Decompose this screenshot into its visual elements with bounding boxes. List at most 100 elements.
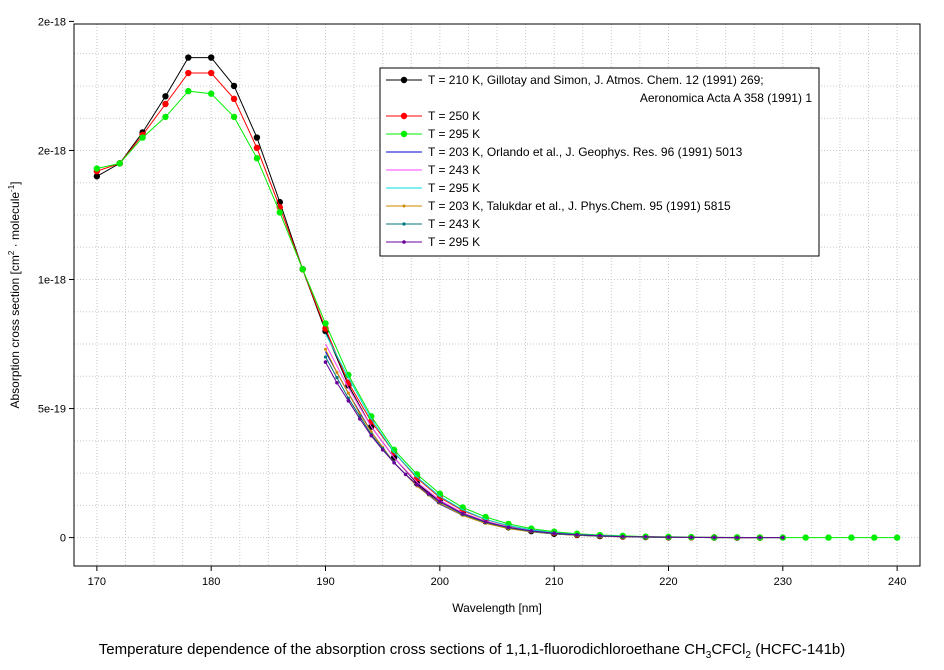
data-point bbox=[392, 460, 396, 465]
data-point bbox=[620, 534, 625, 539]
data-point bbox=[825, 534, 832, 541]
data-point bbox=[207, 69, 215, 77]
x-tick-label: 210 bbox=[545, 576, 563, 588]
data-point bbox=[871, 534, 878, 541]
x-tick-label: 170 bbox=[88, 576, 106, 588]
data-point bbox=[185, 69, 192, 77]
data-point bbox=[712, 535, 717, 540]
x-tick-label: 180 bbox=[202, 576, 220, 588]
legend-swatch-marker bbox=[402, 222, 406, 226]
data-point bbox=[848, 534, 855, 541]
legend-entry: T = 295 K bbox=[386, 127, 480, 141]
data-point bbox=[335, 380, 339, 385]
legend-entry: T = 210 K, Gillotay and Simon, J. Atmos.… bbox=[386, 73, 812, 105]
x-tick-label: 240 bbox=[888, 576, 906, 588]
data-point bbox=[335, 370, 339, 374]
legend-label: T = 295 K bbox=[428, 235, 480, 249]
data-point bbox=[346, 399, 351, 403]
plot-frame bbox=[73, 23, 921, 567]
legend-label: T = 295 K bbox=[428, 181, 480, 195]
data-point bbox=[643, 535, 648, 539]
data-point bbox=[460, 511, 465, 516]
data-point bbox=[403, 472, 408, 477]
legend-label: T = 295 K bbox=[428, 127, 480, 141]
legend-label: T = 203 K, Talukdar et al., J. Phys.Chem… bbox=[428, 199, 731, 213]
y-tick-label: 2e-18 bbox=[38, 16, 66, 28]
data-point bbox=[758, 535, 762, 540]
legend-swatch-marker bbox=[402, 204, 406, 208]
legend-label: T = 210 K, Gillotay and Simon, J. Atmos.… bbox=[428, 73, 764, 87]
data-point bbox=[185, 87, 192, 95]
data-point bbox=[735, 535, 739, 540]
data-point bbox=[802, 534, 809, 541]
data-point bbox=[207, 90, 215, 97]
data-point bbox=[230, 113, 238, 121]
data-point bbox=[116, 160, 123, 167]
legend-swatch-marker bbox=[400, 130, 408, 138]
legend: T = 210 K, Gillotay and Simon, J. Atmos.… bbox=[379, 67, 820, 257]
legend-label-continued: Aeronomica Acta A 358 (1991) 1 bbox=[640, 91, 812, 105]
x-tick-label: 230 bbox=[774, 576, 792, 588]
legend-swatch-marker bbox=[400, 112, 408, 120]
legend-entry: T = 250 K bbox=[386, 109, 480, 123]
data-point bbox=[299, 265, 306, 273]
data-point bbox=[380, 448, 385, 452]
data-point bbox=[162, 100, 169, 108]
x-axis-label: Wavelength [nm] bbox=[452, 601, 542, 615]
x-tick-label: 220 bbox=[659, 576, 677, 588]
data-point bbox=[415, 482, 419, 487]
data-point bbox=[93, 173, 101, 180]
data-point bbox=[483, 520, 488, 524]
y-tick-label: 5e-19 bbox=[38, 404, 66, 416]
legend-label: T = 250 K bbox=[428, 109, 480, 123]
data-point bbox=[207, 54, 215, 61]
data-point bbox=[368, 413, 375, 420]
legend-label: T = 203 K, Orlando et al., J. Geophys. R… bbox=[428, 145, 743, 159]
series-line bbox=[325, 361, 783, 539]
data-point bbox=[230, 82, 238, 90]
data-point bbox=[345, 371, 352, 379]
data-point bbox=[346, 391, 350, 395]
data-point bbox=[666, 535, 671, 539]
legend-label: T = 243 K bbox=[428, 217, 480, 231]
data-point bbox=[230, 95, 238, 103]
data-point bbox=[93, 165, 101, 172]
data-point bbox=[369, 433, 374, 438]
legend-entry: T = 243 K bbox=[386, 217, 480, 231]
y-tick-label: 2e-18 bbox=[38, 145, 66, 157]
legend-entry: T = 295 K bbox=[386, 235, 480, 249]
x-tick-label: 190 bbox=[316, 576, 334, 588]
data-point bbox=[185, 54, 192, 61]
data-point bbox=[324, 347, 328, 351]
data-point bbox=[276, 209, 283, 216]
data-point bbox=[139, 134, 146, 141]
y-axis-ticks: 0 5e-19 1e-18 2e-18 2e-18 bbox=[38, 16, 74, 545]
data-point bbox=[598, 534, 602, 538]
data-point bbox=[781, 535, 785, 540]
data-point bbox=[529, 529, 534, 533]
legend-entry: T = 203 K, Orlando et al., J. Geophys. R… bbox=[386, 145, 743, 159]
data-point bbox=[552, 531, 556, 536]
series-8-t-295-k bbox=[323, 360, 785, 540]
figure-caption: Temperature dependence of the absorption… bbox=[98, 641, 846, 661]
data-point bbox=[358, 417, 362, 421]
data-point bbox=[253, 134, 261, 141]
x-axis-ticks: 170 180 190 200 210 220 230 240 bbox=[88, 566, 906, 588]
data-point bbox=[323, 355, 328, 359]
data-point bbox=[893, 534, 901, 541]
series-layer bbox=[93, 54, 901, 541]
data-point bbox=[323, 360, 328, 364]
data-point bbox=[438, 499, 442, 504]
data-point bbox=[162, 113, 169, 121]
legend-entry: T = 295 K bbox=[386, 181, 480, 195]
data-point bbox=[335, 375, 339, 380]
legend-label: T = 243 K bbox=[428, 163, 480, 177]
data-point bbox=[506, 525, 511, 530]
y-tick-label: 0 bbox=[60, 533, 66, 545]
legend-entry: T = 243 K bbox=[386, 163, 480, 177]
data-point bbox=[162, 93, 169, 100]
data-point bbox=[322, 320, 329, 327]
y-tick-label: 1e-18 bbox=[38, 275, 66, 287]
data-point bbox=[689, 535, 694, 540]
